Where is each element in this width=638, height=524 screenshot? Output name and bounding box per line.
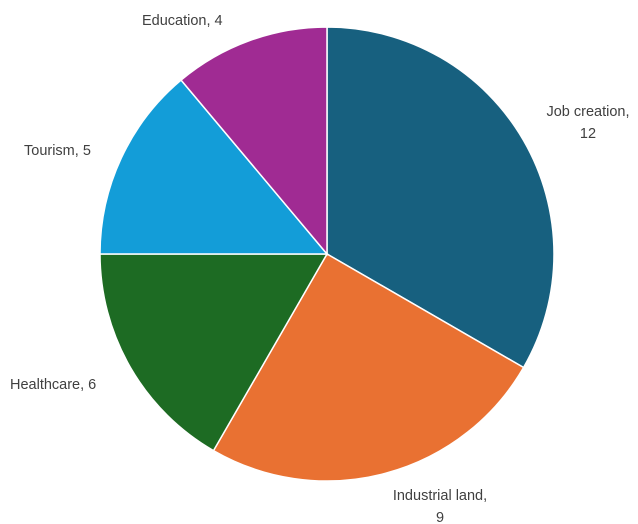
- pie-labels: Job creation, 12 Industrial land, 9 Healthca…: [10, 13, 630, 524]
- pie-slice-tourism: [99, 79, 329, 255]
- pie-slice-job-creation: [326, 26, 555, 369]
- pie-label-line: Industrial land,: [393, 488, 487, 504]
- pie-label-line: 9: [436, 510, 444, 524]
- pie-label-healthcare: Healthcare, 6: [10, 377, 96, 393]
- pie-label-line: 12: [580, 126, 596, 142]
- pie-label-line: Tourism, 5: [24, 143, 91, 159]
- pie-label-tourism: Tourism, 5: [24, 143, 91, 159]
- pie-label-line: Healthcare, 6: [10, 377, 96, 393]
- pie-label-line: Job creation,: [546, 104, 629, 120]
- pie-slices: [99, 26, 555, 482]
- pie-label-industrial-land: Industrial land, 9: [393, 488, 487, 524]
- pie-label-line: Education, 4: [142, 13, 223, 29]
- pie-slice-education: [180, 26, 328, 257]
- pie-slice-industrial-land: [212, 252, 525, 482]
- pie-slice-healthcare: [99, 253, 329, 452]
- pie-label-job-creation: Job creation, 12: [546, 104, 629, 142]
- pie-label-education: Education, 4: [142, 13, 223, 29]
